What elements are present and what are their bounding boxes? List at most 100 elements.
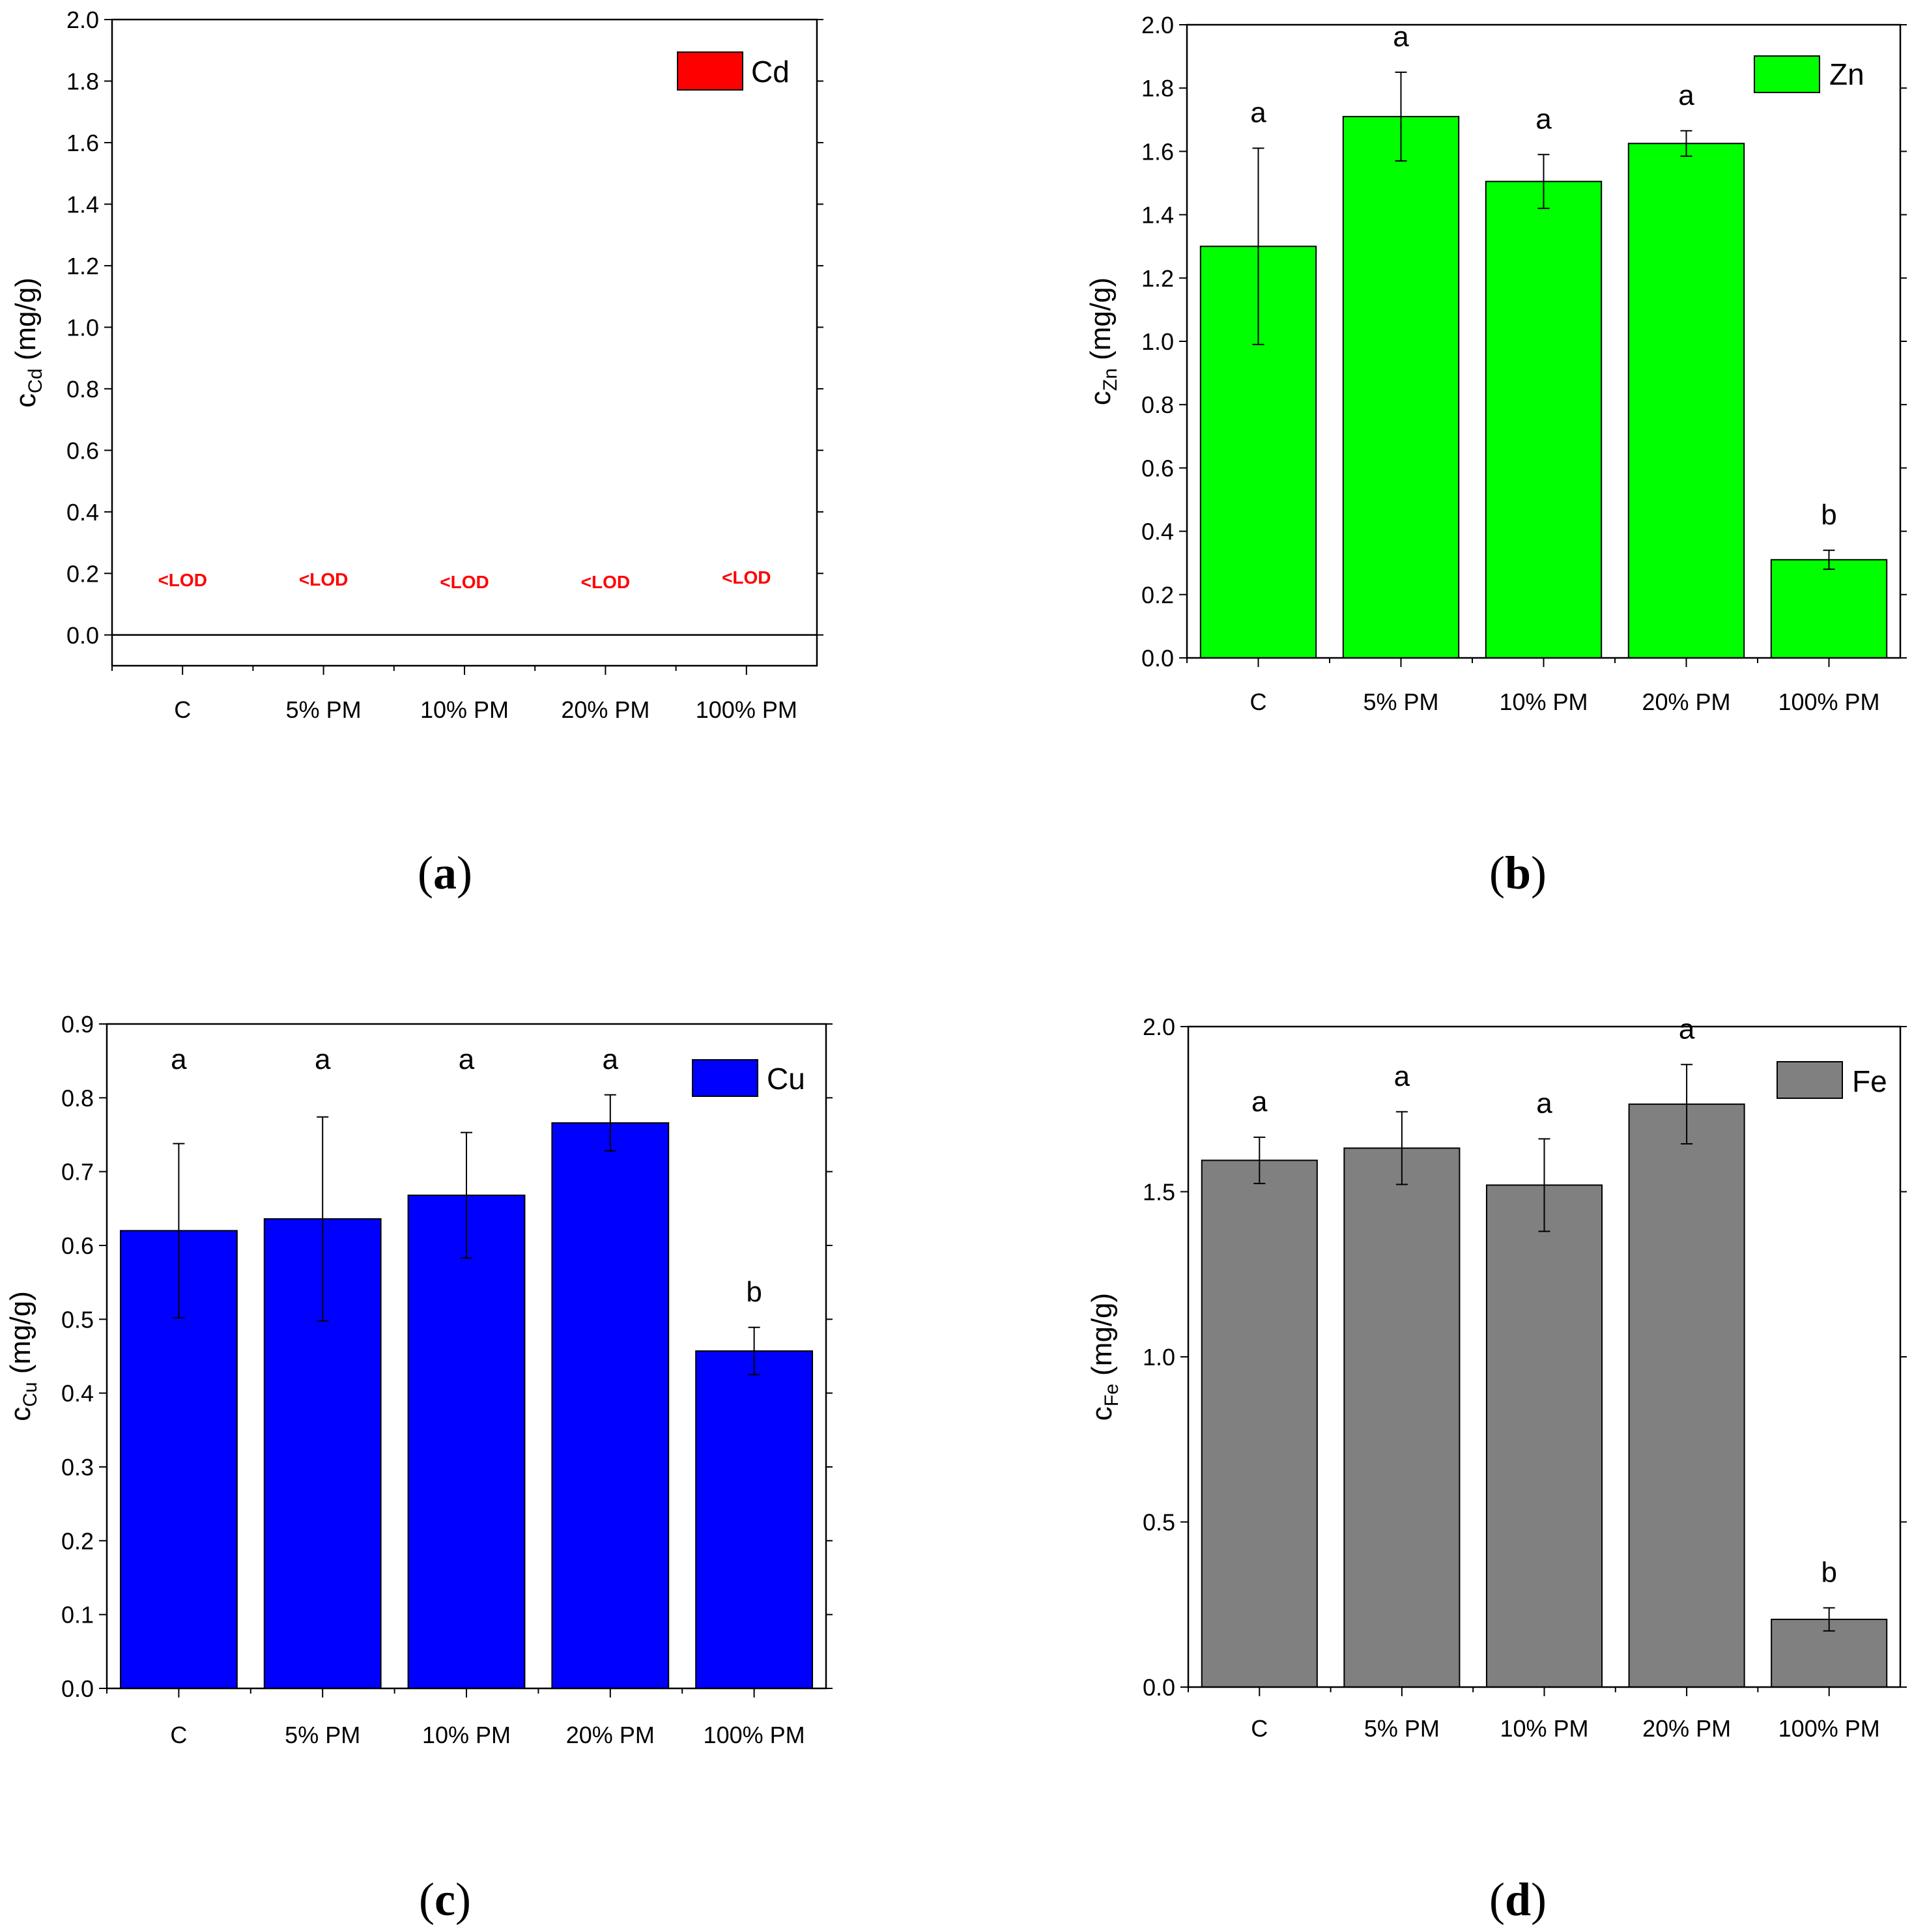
x-tick-label: 100% PM [1778,1715,1880,1742]
legend-label: Zn [1829,57,1864,91]
error-bar [1681,1064,1693,1144]
y-tick-label: 0.1 [61,1602,94,1628]
x-tick-label: 5% PM [285,1722,360,1748]
error-bar [1823,549,1835,570]
x-tick-label: 100% PM [696,696,797,723]
legend-swatch [1754,55,1820,93]
panel-caption: (a) [418,847,472,899]
bar [1485,180,1603,659]
x-tick-label: 5% PM [1364,1715,1440,1742]
y-tick-label: 0.6 [61,1232,94,1259]
bar [1342,115,1460,659]
significance-letter: a [459,1044,475,1075]
significance-letter: a [1536,1087,1552,1119]
error-bar [1253,1136,1266,1184]
y-tick-label: 0.8 [1141,391,1174,418]
significance-letter: b [1821,499,1836,531]
y-tick-label: 1.6 [1141,138,1174,165]
y-tick-label: 1.8 [66,68,99,94]
bar [695,1350,814,1689]
x-tick-label: 20% PM [561,696,649,723]
x-tick-label: 10% PM [422,1722,511,1748]
error-bar [173,1143,185,1319]
x-tick-label: 10% PM [420,696,509,723]
y-tick-label: 0.3 [61,1454,94,1481]
chart-panel-a: <LOD C <LOD 5% PM <LOD 10% PM <LOD 20% PM <LOD 10… [10,7,823,899]
x-tick-label: 10% PM [1499,689,1588,715]
y-tick-label: 1.5 [1143,1179,1175,1206]
y-tick-label: 2.0 [66,7,99,33]
chart-panel-b: a Ca 5% PM a 10% PM a 20% PM b 100% PM 0.0 0.2 0.4 0… [1085,12,1907,899]
y-axis-label: cCu (mg/g) [5,1291,41,1421]
y-tick-label: 1.2 [1141,265,1174,292]
error-bar [317,1116,329,1322]
y-tick-label: 0.8 [61,1085,94,1111]
y-tick-label: 0.6 [1141,455,1174,481]
x-tick-label: C [1251,1715,1268,1742]
x-tick-label: 10% PM [1500,1715,1588,1742]
y-tick-label: 1.6 [66,130,99,156]
lod-label: <LOD [581,572,630,592]
y-tick-label: 0.8 [66,376,99,403]
y-tick-label: 1.8 [1141,75,1174,102]
legend-label: Cd [751,55,790,89]
significance-letter: a [1678,79,1694,111]
y-tick-label: 0.4 [1141,519,1174,545]
significance-letter: a [315,1044,331,1075]
bar [1627,143,1745,659]
error-bar [1823,1607,1835,1632]
y-tick-label: 0.0 [1143,1674,1175,1701]
error-bar [604,1094,616,1152]
y-tick-label: 1.4 [1141,202,1174,229]
y-tick-label: 0.9 [61,1011,94,1038]
bar [1628,1103,1745,1688]
y-tick-label: 0.0 [66,622,99,649]
significance-letter: a [603,1044,619,1075]
significance-letter: a [1535,103,1552,135]
lod-label: <LOD [722,567,771,588]
significance-letter: a [1393,21,1409,53]
y-tick-label: 2.0 [1141,12,1174,38]
error-bar [1252,147,1264,345]
significance-letter: a [1251,1086,1268,1118]
chart-panel-c: a Ca 5% PM a 10% PM a 20% PM b 100% PM 0.0 0.1 0.2 0… [5,1011,833,1925]
lod-label: <LOD [158,570,207,590]
significance-letter: a [1250,97,1266,129]
significance-letter: a [1394,1060,1410,1092]
error-bar [748,1326,760,1376]
significance-letter: a [1679,1013,1695,1045]
bar [1343,1147,1461,1688]
error-bar [1537,154,1550,209]
panel-caption: (d) [1489,1873,1547,1925]
error-bar [461,1131,472,1259]
x-tick-label: 100% PM [704,1722,805,1748]
legend-swatch [1777,1061,1843,1099]
y-axis-label: cZn (mg/g) [1085,277,1121,405]
x-tick-label: C [1250,689,1267,715]
y-tick-label: 0.7 [61,1159,94,1186]
y-tick-label: 1.0 [1143,1344,1175,1371]
bar [1201,1159,1318,1688]
legend-swatch [677,51,743,91]
y-tick-label: 1.0 [66,314,99,341]
y-tick-label: 0.2 [66,560,99,587]
error-bar [1538,1138,1550,1232]
significance-letter: a [171,1044,187,1075]
y-tick-label: 0.2 [61,1527,94,1554]
x-tick-label: C [170,1722,187,1748]
x-tick-label: 20% PM [566,1722,655,1748]
x-tick-label: C [174,696,191,723]
y-tick-label: 0.4 [61,1380,94,1407]
error-bar [1395,1111,1408,1186]
y-tick-label: 1.4 [66,191,99,218]
y-axis-label: cCd (mg/g) [10,277,46,408]
bar [1770,559,1888,659]
lod-label: <LOD [299,569,348,590]
y-tick-label: 0.6 [66,437,99,464]
x-tick-label: 20% PM [1642,1715,1731,1742]
error-bar [1680,130,1692,157]
significance-letter: b [746,1276,762,1308]
lod-label: <LOD [440,572,489,592]
panel-caption: (b) [1489,847,1547,899]
bar [1485,1184,1603,1688]
